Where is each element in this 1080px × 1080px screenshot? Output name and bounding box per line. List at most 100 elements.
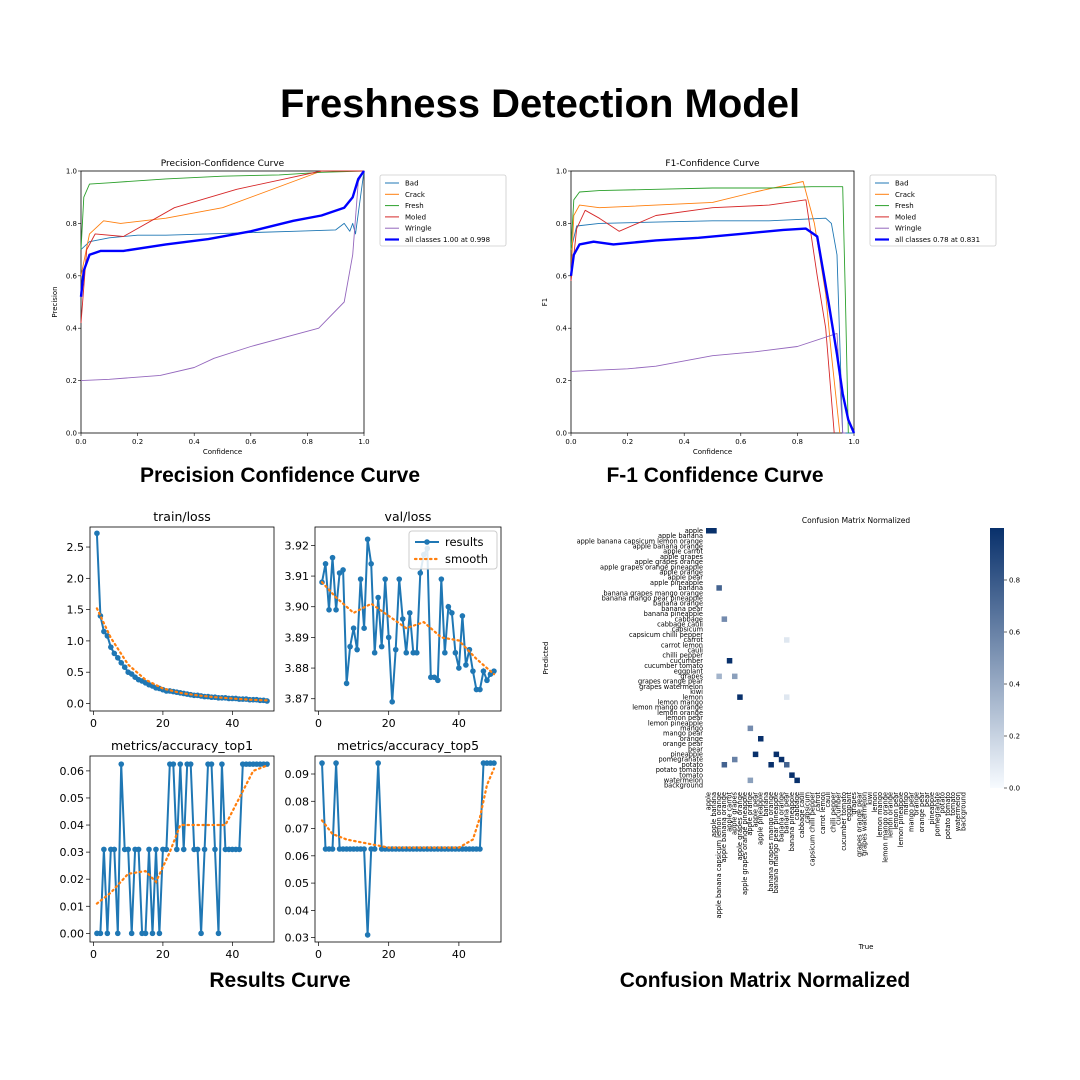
results-val-loss-results-point bbox=[449, 610, 455, 616]
confusion-row-label: apple orange bbox=[659, 569, 703, 577]
confusion-col-label: capsicum bbox=[803, 792, 811, 823]
results-train-loss-y-tick-label: 1.0 bbox=[67, 635, 85, 648]
confusion-row-label: apple carrot bbox=[663, 548, 703, 556]
results-metrics-accuracy-top1-results-point bbox=[180, 846, 187, 853]
colorbar-tick-label: 0.0 bbox=[1009, 785, 1020, 793]
results-metrics-accuracy-top1-results-point bbox=[111, 846, 118, 853]
results-metrics-accuracy-top5-y-tick-label: 0.09 bbox=[285, 768, 310, 781]
results-val-loss-results-point bbox=[326, 607, 332, 613]
results-val-loss-results-point bbox=[477, 686, 483, 693]
confusion-x-axis-label: True bbox=[858, 943, 874, 951]
f1-chart-title: F1-Confidence Curve bbox=[665, 159, 760, 169]
confusion-title: Confusion Matrix Normalized bbox=[802, 516, 910, 525]
confusion-row-label: eggplant bbox=[674, 667, 704, 675]
confusion-cell bbox=[711, 528, 717, 534]
confusion-row-label: orange bbox=[680, 735, 703, 743]
confusion-cell bbox=[784, 694, 790, 700]
caption-confusion: Confusion Matrix Normalized bbox=[619, 969, 911, 992]
precision-plot-frame bbox=[80, 170, 365, 434]
confusion-col-label: watermelon bbox=[954, 792, 962, 831]
caption-f1: F-1 Confidence Curve bbox=[606, 464, 824, 487]
results-val-loss-results-point bbox=[470, 668, 476, 674]
confusion-row-label: cucumber bbox=[670, 657, 703, 665]
results-val-loss-results-point bbox=[364, 536, 371, 543]
confusion-col-label: apple grapes bbox=[731, 791, 739, 835]
confusion-cell bbox=[747, 725, 754, 732]
results-train-loss-results-point bbox=[94, 530, 100, 537]
results-metrics-accuracy-top1-results-point bbox=[104, 930, 111, 937]
confusion-col-label: mango bbox=[902, 792, 910, 815]
confusion-row-label: apple pear bbox=[668, 574, 704, 582]
caption-precision: Precision Confidence Curve bbox=[139, 464, 421, 487]
confusion-col-label: potato tomato bbox=[944, 792, 952, 839]
confusion-cell bbox=[706, 528, 712, 534]
results-metrics-accuracy-top5-x-tick-label: 40 bbox=[452, 948, 466, 960]
confusion-row-label: lemon pineapple bbox=[648, 719, 703, 727]
page-title: Freshness Detection Model bbox=[279, 82, 801, 126]
confusion-row-label: tomato bbox=[679, 771, 703, 779]
f1-y-axis-label: F1 bbox=[541, 298, 549, 306]
results-val-loss-results-point bbox=[343, 680, 350, 687]
confusion-row-label: lemon pear bbox=[665, 714, 703, 722]
results-metrics-accuracy-top1-results-point bbox=[163, 846, 170, 853]
f1-y-tick-label: 1.0 bbox=[556, 168, 567, 176]
confusion-row-label: apple pineapple bbox=[650, 579, 703, 587]
confusion-col-label: potato bbox=[939, 792, 947, 813]
confusion-row-label: pineapple bbox=[670, 751, 703, 759]
results-val-loss-smooth-line bbox=[320, 581, 496, 676]
results-val-loss-results-point bbox=[389, 699, 396, 705]
confusion-row-label: potato tomato bbox=[656, 766, 703, 774]
confusion-col-label: grapes orange pear bbox=[855, 792, 863, 857]
confusion-cell bbox=[752, 751, 759, 758]
precision-x-axis-label: Confidence bbox=[203, 448, 242, 456]
results-val-loss-results-point bbox=[438, 576, 445, 582]
f1-y-tick-label: 0.4 bbox=[556, 325, 568, 333]
confusion-row-label: capsicum chilli pepper bbox=[629, 631, 703, 639]
confusion-row-label: banana orange bbox=[653, 600, 703, 608]
f1-x-tick-label: 0.2 bbox=[622, 438, 633, 446]
confusion-row-label: mango pear bbox=[663, 730, 703, 738]
results-metrics-accuracy-top1-y-tick-label: 0.01 bbox=[60, 900, 85, 913]
confusion-cell bbox=[773, 751, 780, 758]
results-val-loss-results-point bbox=[491, 668, 497, 674]
confusion-row-label: apple banana orange bbox=[633, 543, 703, 551]
results-metrics-accuracy-top1-results-point bbox=[208, 761, 215, 767]
f1-legend bbox=[869, 174, 997, 247]
precision-confidence-chart: Precision-Confidence Curve 0.0 0.2 0.4 0.6 0.… bbox=[51, 159, 507, 456]
confusion-row-label: banana pear bbox=[661, 605, 703, 613]
f1-legend-label: Fresh bbox=[895, 202, 914, 210]
colorbar-tick-label: 0.6 bbox=[1009, 629, 1021, 637]
f1-y-tick-label: 0.2 bbox=[556, 377, 567, 385]
results-metrics-accuracy-top5-smooth-line bbox=[320, 767, 496, 849]
results-metrics-accuracy-top1-results-point bbox=[135, 846, 142, 853]
results-metrics-accuracy-top1-results-point bbox=[125, 846, 131, 853]
results-train-loss-results-point bbox=[118, 660, 125, 666]
confusion-row-label: carrot bbox=[684, 636, 704, 644]
results-metrics-accuracy-top1-results-point bbox=[177, 761, 184, 767]
f1-series-fresh bbox=[570, 186, 849, 434]
results-val-loss-results-point bbox=[392, 646, 399, 653]
results-metrics-accuracy-top5-results-point bbox=[491, 760, 497, 766]
results-metrics-accuracy-top5-y-tick-label: 0.08 bbox=[285, 795, 310, 808]
confusion-cell bbox=[784, 762, 790, 768]
f1-y-tick-label: 0.6 bbox=[556, 272, 568, 280]
confusion-col-label: chilli pepper bbox=[829, 792, 837, 833]
precision-y-tick-label: 0.8 bbox=[66, 220, 77, 228]
confusion-col-label: apple pear bbox=[751, 792, 759, 828]
results-metrics-accuracy-top1-results-point bbox=[128, 930, 135, 937]
confusion-col-label: apple pineapple bbox=[757, 792, 765, 845]
results-val-loss-results-point bbox=[456, 665, 462, 671]
confusion-row-label: lemon mango orange bbox=[632, 704, 703, 712]
results-val-loss-results-point bbox=[329, 554, 336, 561]
confusion-col-label: apple banana bbox=[710, 792, 718, 837]
colorbar-tick-label: 0.2 bbox=[1009, 733, 1020, 741]
confusion-cell bbox=[758, 736, 764, 742]
confusion-cell bbox=[716, 585, 722, 591]
results-metrics-accuracy-top5-results-point bbox=[329, 846, 336, 852]
results-metrics-accuracy-top5-results-point bbox=[333, 760, 339, 766]
confusion-row-label: lemon bbox=[682, 693, 703, 701]
results-val-loss-results-point bbox=[445, 603, 452, 610]
results-val-loss-frame bbox=[314, 526, 502, 712]
precision-x-tick-label: 1.0 bbox=[358, 438, 369, 446]
results-val-loss-title: val/loss bbox=[385, 509, 432, 524]
